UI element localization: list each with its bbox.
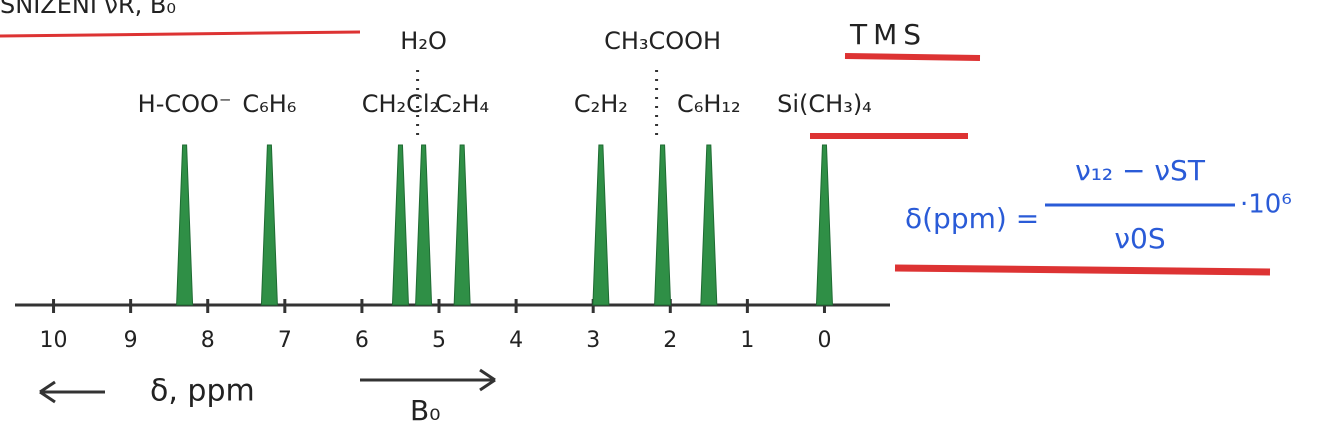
x-tick-label: 5 <box>432 328 446 353</box>
peak-label: C₆H₆ <box>242 90 296 118</box>
peak-label: C₂H₄ <box>435 90 489 118</box>
x-axis-label: δ, ppm <box>150 374 255 409</box>
peak-label: CH₂Cl₂ <box>362 90 439 118</box>
peak <box>177 145 193 305</box>
x-tick-label: 9 <box>124 328 138 353</box>
x-tick-label: 6 <box>355 328 369 353</box>
formula-numerator: ν₁₂ − νST <box>1075 154 1206 187</box>
x-tick-label: 4 <box>509 328 523 353</box>
underline <box>0 32 360 36</box>
x-tick-label: 1 <box>740 328 754 353</box>
underline <box>845 56 980 58</box>
x-tick-label: 8 <box>201 328 215 353</box>
x-tick-label: 3 <box>586 328 600 353</box>
chart: SNÍŽENÍ νR, B₀ TMS δ, ppm B₀ δ(ppm) = ν₁… <box>0 0 1317 439</box>
peak <box>816 145 832 305</box>
peak-label: H₂O <box>400 27 447 55</box>
peak <box>593 145 609 305</box>
x-tick-label: 10 <box>40 328 68 353</box>
peak <box>655 145 671 305</box>
formula-lhs: δ(ppm) = <box>905 202 1039 235</box>
peak-label: CH₃COOH <box>604 27 721 55</box>
peak <box>261 145 277 305</box>
peak-label: H-COO⁻ <box>138 90 232 118</box>
title: SNÍŽENÍ νR, B₀ <box>0 0 176 19</box>
peak-label: Si(CH₃)₄ <box>777 90 872 118</box>
underline <box>895 268 1270 272</box>
peak <box>392 145 408 305</box>
x-tick-label: 0 <box>817 328 831 353</box>
formula-factor: ·10⁶ <box>1240 190 1292 220</box>
peak <box>454 145 470 305</box>
peak-label: C₆H₁₂ <box>677 90 741 118</box>
peak <box>416 145 432 305</box>
x-tick-label: 2 <box>663 328 677 353</box>
field-label: B₀ <box>410 394 440 427</box>
x-tick-label: 7 <box>278 328 292 353</box>
formula-denominator: ν0S <box>1114 222 1165 255</box>
peak <box>701 145 717 305</box>
reference-label: TMS <box>849 18 927 51</box>
peak-label: C₂H₂ <box>574 90 628 118</box>
